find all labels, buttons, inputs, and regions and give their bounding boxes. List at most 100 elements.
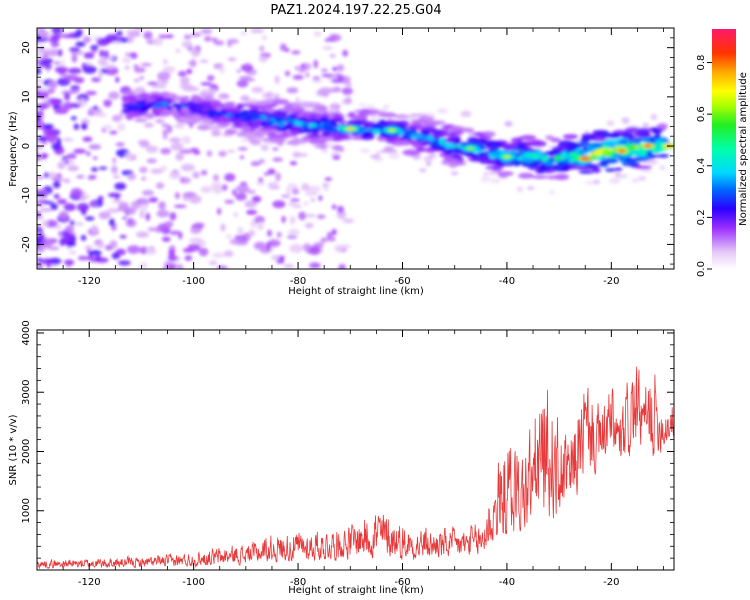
heatmap-blob [115, 76, 120, 83]
y-tick-label: 10 [21, 90, 32, 103]
heatmap-blob [237, 226, 244, 235]
heatmap-blob [308, 185, 321, 193]
heatmap-blob [531, 139, 543, 145]
heatmap-blob [651, 127, 663, 134]
heatmap-blob [118, 201, 129, 211]
heatmap-blob [334, 244, 345, 253]
heatmap-blob [64, 92, 71, 101]
heatmap-blob [619, 140, 628, 146]
heatmap-blob [111, 165, 118, 174]
heatmap-blob [216, 105, 223, 112]
heatmap-blob [303, 201, 308, 206]
heatmap-blob [245, 132, 256, 137]
heatmap-blob [158, 201, 166, 210]
heatmap-blob [466, 147, 474, 150]
heatmap-blob [37, 236, 43, 245]
heatmap-blob [236, 79, 249, 88]
heatmap-blob [115, 248, 126, 256]
heatmap-blob [388, 152, 400, 159]
heatmap-blob [108, 208, 116, 213]
heatmap-blob [321, 114, 332, 118]
heatmap-blob [141, 113, 155, 118]
heatmap-blob [234, 119, 244, 123]
heatmap-blob [157, 71, 171, 81]
heatmap-blob [658, 137, 668, 142]
heatmap-blob [402, 133, 411, 139]
heatmap-blob [486, 161, 497, 165]
heatmap-blob [68, 67, 82, 74]
heatmap-blob [513, 162, 521, 167]
colorbar-scale [712, 29, 736, 269]
heatmap-blob [119, 235, 127, 239]
heatmap-blob [224, 199, 235, 204]
heatmap-blob [95, 113, 108, 118]
heatmap-blob [206, 150, 213, 157]
heatmap-blob [82, 36, 91, 44]
heatmap-blob [409, 139, 417, 145]
heatmap-blob [188, 60, 197, 67]
heatmap-blob [253, 241, 266, 250]
heatmap-blob [593, 132, 603, 136]
y-tick-label: 0 [21, 143, 32, 149]
heatmap-blob [346, 83, 353, 87]
heatmap-blob [581, 157, 589, 161]
heatmap-blob [53, 109, 68, 115]
heatmap-blob [165, 34, 174, 39]
heatmap-blob [160, 148, 172, 155]
heatmap-blob [258, 159, 266, 164]
heatmap-blob [272, 147, 279, 151]
heatmap-blob [332, 155, 341, 160]
heatmap-blob [112, 157, 117, 164]
heatmap-blob [533, 159, 540, 166]
heatmap-blob [309, 262, 321, 269]
heatmap-blob [200, 29, 213, 34]
heatmap-blob [173, 123, 186, 129]
heatmap-blob [369, 154, 381, 159]
heatmap-blob [40, 48, 54, 53]
heatmap-blob [226, 149, 236, 153]
heatmap-blob [606, 120, 615, 127]
heatmap-blob [155, 119, 165, 124]
heatmap-blob [147, 227, 160, 232]
heatmap-blob [286, 107, 299, 113]
heatmap-blob [66, 241, 76, 247]
heatmap-blob [338, 264, 346, 269]
heatmap-blob [182, 195, 189, 202]
heatmap-blob [621, 117, 630, 125]
colorbar-tick-label: 0.2 [696, 209, 707, 225]
heatmap-blob [218, 93, 230, 100]
heatmap-blob [169, 172, 181, 180]
snr-y-label: SNR (10 * v/v) [8, 414, 19, 485]
heatmap-blob [88, 174, 97, 180]
heatmap-blob [141, 176, 147, 181]
heatmap-blob [359, 108, 371, 115]
heatmap-blob [465, 150, 474, 157]
colorbar-ticks: 0.0 0.2 0.4 0.6 0.8 [696, 55, 712, 277]
heatmap-blob [320, 237, 327, 244]
heatmap-blob [186, 68, 193, 75]
heatmap-blob [37, 146, 44, 150]
heatmap-blob [115, 142, 125, 147]
heatmap-blob [153, 37, 164, 46]
heatmap-blob [589, 145, 596, 152]
heatmap-blob [219, 66, 225, 74]
heatmap-blob [332, 128, 340, 133]
heatmap-blob [607, 133, 622, 138]
heatmap-blob [143, 104, 154, 109]
heatmap-blob [323, 124, 331, 131]
heatmap-blob [578, 170, 594, 174]
heatmap-blob [268, 185, 281, 190]
heatmap-blob [265, 120, 275, 125]
heatmap-blob [150, 94, 162, 99]
heatmap-blob [342, 49, 349, 57]
heatmap-blob [93, 105, 98, 110]
heatmap-blob [37, 87, 48, 92]
heatmap-blob [125, 108, 131, 113]
heatmap-blob [300, 110, 315, 116]
heatmap-blob [212, 252, 225, 258]
heatmap-blob [283, 264, 295, 268]
heatmap-blob [605, 157, 619, 164]
heatmap-blob [52, 181, 61, 189]
heatmap-blob [124, 65, 130, 70]
heatmap-blob [179, 177, 191, 184]
